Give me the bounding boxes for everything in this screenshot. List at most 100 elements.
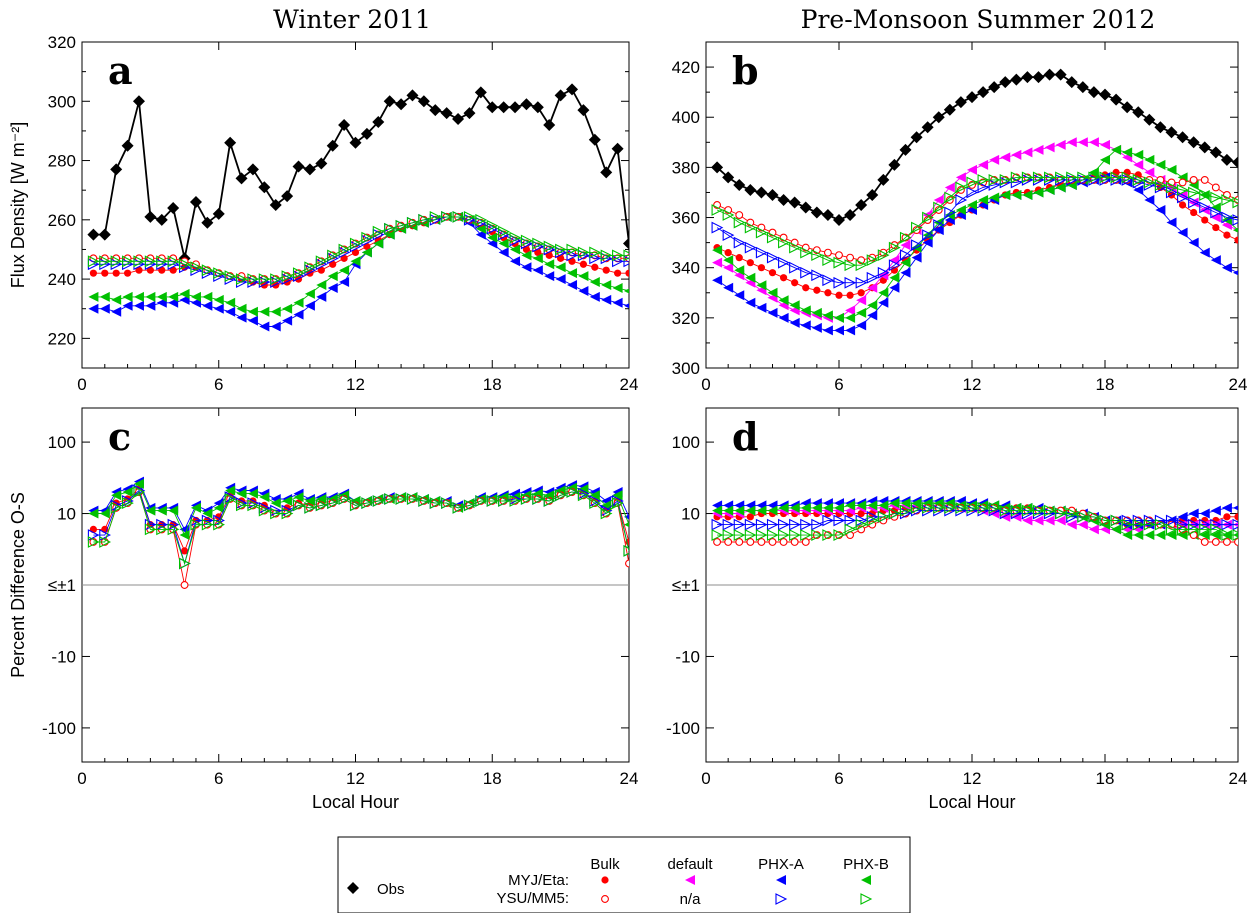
point-ysu-mm5-phx-b [1221, 529, 1234, 541]
y-tick-label: 100 [672, 433, 700, 452]
point-ysu-mm5-phx-b [566, 243, 579, 256]
point-ysu-mm5-bulk [1222, 538, 1231, 546]
point-obs [189, 196, 202, 209]
point-myj-eta-phx-a [856, 320, 867, 331]
point-obs [810, 206, 823, 219]
point-myj-eta-bulk [146, 266, 154, 274]
legend: Obs MYJ/Eta:YSU/MM5: Bulk default PHX-A PHX-B… [337, 836, 911, 913]
point-ysu-mm5-phx-b [133, 255, 146, 268]
point-myj-eta-phx-b [213, 502, 224, 513]
point-ysu-mm5-phx-b [292, 499, 305, 512]
point-myj-eta-bulk [614, 269, 622, 277]
point-ysu-mm5-phx-b [922, 501, 934, 514]
point-ysu-mm5-phx-b [475, 495, 488, 507]
point-myj-eta-default [1077, 137, 1088, 148]
point-myj-eta-phx-b [225, 485, 236, 496]
point-myj-eta-phx-a [1233, 270, 1238, 276]
point-myj-eta-phx-a [213, 303, 224, 314]
point-myj-eta-bulk [724, 249, 732, 257]
legend-col-label: default [667, 856, 713, 873]
y-axis-title: Percent Difference O-S [8, 492, 28, 678]
x-tick-label: 0 [701, 375, 710, 394]
point-ysu-mm5-phx-b [555, 489, 567, 502]
point-ysu-mm5-phx-b [1032, 171, 1045, 184]
point-ysu-mm5-phx-a [1232, 214, 1238, 226]
y-tick-label: 340 [672, 259, 700, 278]
point-ysu-mm5-phx-b [429, 497, 442, 509]
point-ysu-mm5-phx-b [315, 499, 328, 512]
point-myj-eta-bulk [123, 269, 132, 277]
series-group [87, 83, 629, 332]
y-tick-label: 10 [57, 505, 76, 524]
point-ysu-mm5-phx-b [190, 261, 203, 274]
point-myj-eta-phx-b [1011, 189, 1022, 200]
x-tick-label: 24 [620, 769, 639, 788]
point-myj-eta-phx-b [1000, 189, 1011, 200]
point-ysu-mm5-phx-b [235, 499, 248, 512]
y-tick-label: -100 [42, 719, 76, 738]
point-obs [429, 104, 442, 117]
point-ysu-mm5-phx-b [577, 246, 590, 259]
point-ysu-mm5-bulk [1189, 175, 1198, 184]
point-ysu-mm5-phx-b [122, 497, 134, 509]
point-ysu-mm5-phx-b [258, 504, 271, 517]
point-myj-eta-phx-b [756, 280, 767, 291]
point-myj-eta-phx-a [111, 306, 122, 317]
point-obs [543, 118, 556, 131]
point-ysu-mm5-phx-b [988, 501, 1001, 514]
point-myj-eta-phx-a [1166, 217, 1177, 228]
point-myj-eta-bulk [746, 513, 754, 521]
point-ysu-mm5-phx-b [977, 174, 990, 186]
y-tick-label: ≤±1 [48, 576, 76, 595]
point-myj-eta-phx-a [122, 300, 133, 311]
point-obs [577, 104, 590, 117]
point-obs [1099, 88, 1111, 101]
point-ysu-mm5-phx-b [1044, 171, 1056, 184]
point-ysu-mm5-phx-a [866, 271, 879, 284]
point-myj-eta-phx-a [834, 325, 844, 336]
point-obs [235, 172, 248, 185]
point-myj-eta-bulk [169, 266, 177, 274]
series-group [711, 495, 1238, 546]
point-ysu-mm5-bulk [735, 538, 744, 546]
point-obs [566, 83, 579, 96]
point-obs [98, 228, 111, 241]
point-ysu-mm5-phx-b [361, 231, 374, 244]
point-ysu-mm5-phx-b [1010, 171, 1023, 184]
point-myj-eta-phx-b [168, 291, 179, 302]
point-ysu-mm5-phx-b [349, 499, 362, 512]
point-myj-eta-phx-b [247, 306, 258, 317]
x-tick-label: 18 [1096, 375, 1115, 394]
point-ysu-mm5-phx-b [612, 249, 624, 262]
legend-marker-myj-bulk [601, 876, 609, 884]
point-ysu-mm5-phx-a [711, 221, 724, 234]
point-ysu-mm5-phx-b [589, 246, 602, 259]
point-obs [988, 81, 1001, 94]
point-myj-eta-default [712, 257, 723, 268]
point-ysu-mm5-phx-b [1132, 174, 1145, 186]
point-ysu-mm5-phx-a [844, 514, 857, 527]
point-ysu-mm5-phx-b [766, 231, 779, 244]
point-myj-eta-phx-b [822, 502, 833, 513]
point-obs [833, 214, 845, 227]
point-ysu-mm5-phx-b [855, 518, 868, 531]
point-myj-eta-phx-b [1111, 144, 1122, 155]
point-myj-eta-phx-b [339, 265, 350, 276]
point-obs [1143, 113, 1156, 126]
point-obs [711, 161, 724, 174]
y-tick-label: 260 [48, 211, 76, 230]
point-myj-eta-phx-b [955, 205, 966, 216]
point-ysu-mm5-phx-b [441, 210, 453, 223]
point-myj-eta-phx-b [190, 502, 201, 513]
point-ysu-mm5-bulk [801, 538, 810, 546]
point-myj-eta-phx-b [544, 490, 555, 501]
point-ysu-mm5-phx-b [999, 174, 1012, 186]
point-myj-eta-phx-a [510, 256, 521, 267]
point-myj-eta-phx-a [1133, 184, 1144, 195]
point-ysu-mm5-phx-a [1232, 518, 1238, 531]
y-tick-label: 420 [672, 58, 700, 77]
point-myj-eta-default [1055, 515, 1066, 526]
point-obs [877, 173, 890, 186]
point-ysu-mm5-phx-b [1088, 510, 1101, 523]
